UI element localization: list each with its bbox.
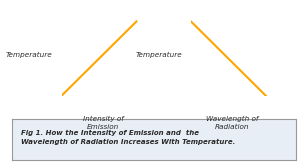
Text: Wavelength of
Radiation: Wavelength of Radiation <box>206 116 259 130</box>
Text: Temperature: Temperature <box>6 52 53 58</box>
Text: Fig 1. How the Intensity of Emission and  the
Wavelength of Radiation Increases : Fig 1. How the Intensity of Emission and… <box>21 130 235 145</box>
Text: Intensity of
Emission: Intensity of Emission <box>83 116 124 130</box>
Text: Temperature: Temperature <box>136 52 182 58</box>
